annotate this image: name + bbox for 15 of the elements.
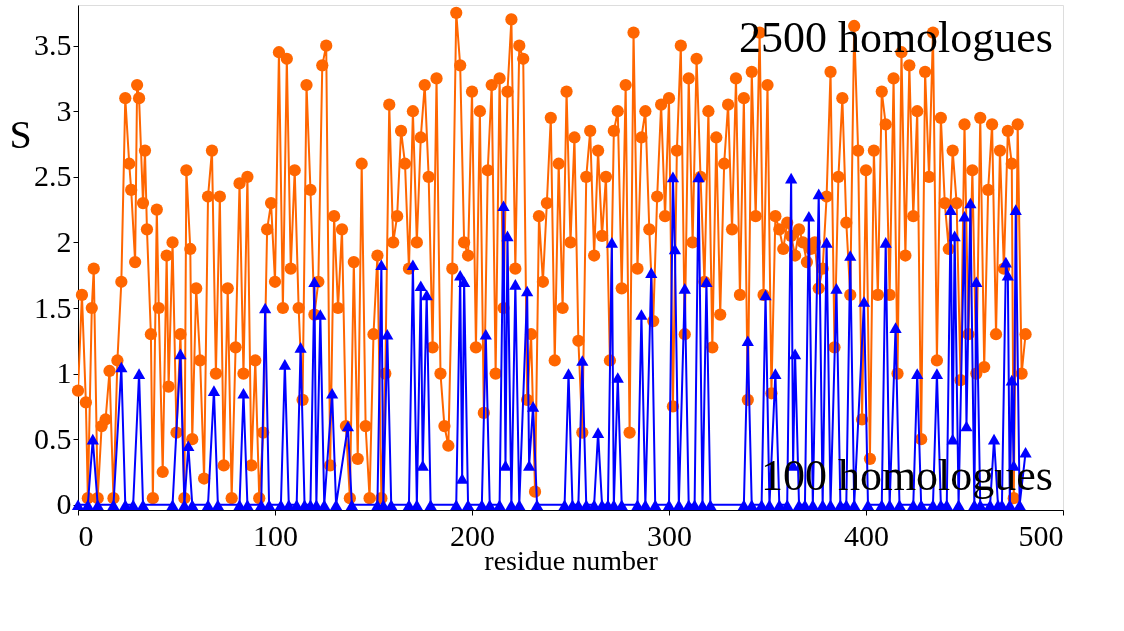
x-tick-label: 0 xyxy=(78,518,94,552)
y-axis-title: S xyxy=(9,111,32,157)
y-tick-label: 3 xyxy=(56,93,72,127)
x-tick-label: 400 xyxy=(844,518,889,552)
y-tick-label: 3.5 xyxy=(34,28,72,62)
x-tick-label: 100 xyxy=(253,518,298,552)
y-tick-label: 1.5 xyxy=(34,290,72,324)
x-tick-label: 300 xyxy=(647,518,692,552)
y-tick-label: 2 xyxy=(56,224,72,258)
y-tick-label: 1 xyxy=(56,356,72,390)
y-tick-label: 0.5 xyxy=(34,421,72,455)
x-tick-label: 200 xyxy=(450,518,495,552)
y-tick-label: 0 xyxy=(56,487,72,521)
x-tick-label: 500 xyxy=(1018,518,1064,552)
y-tick-label: 2.5 xyxy=(34,159,72,193)
